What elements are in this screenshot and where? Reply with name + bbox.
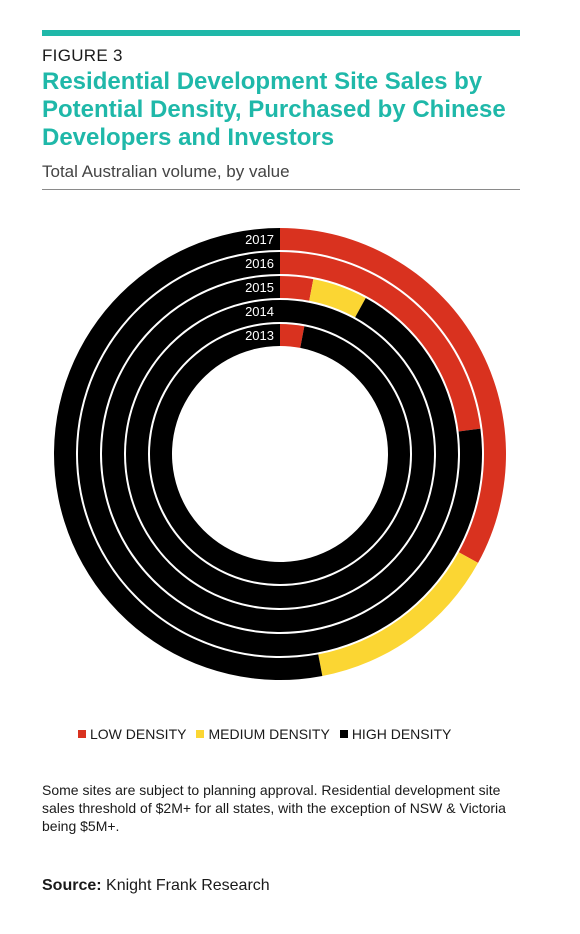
ring-2017-segment-medium bbox=[318, 552, 479, 676]
legend-item-medium: MEDIUM DENSITY bbox=[196, 726, 330, 742]
chart-title: Residential Development Site Sales by Po… bbox=[42, 68, 506, 151]
ring-2013-segment-low bbox=[280, 324, 305, 348]
ring-label-2016: 2016 bbox=[245, 256, 274, 271]
ring-2017-segment-low bbox=[280, 228, 506, 563]
ring-2014-segment-high bbox=[126, 300, 434, 608]
ring-label-2013: 2013 bbox=[245, 328, 274, 343]
legend-label-medium: MEDIUM DENSITY bbox=[208, 726, 330, 742]
legend-swatch-medium bbox=[196, 730, 205, 738]
ring-2015-segment-low bbox=[280, 276, 314, 301]
footnote: Some sites are subject to planning appro… bbox=[42, 782, 506, 834]
legend-label-low: LOW DENSITY bbox=[90, 726, 187, 742]
ring-label-2015: 2015 bbox=[245, 280, 274, 295]
ring-2016-segment-low bbox=[280, 252, 481, 432]
subtitle-divider bbox=[42, 189, 520, 190]
legend-label-high: HIGH DENSITY bbox=[351, 726, 452, 742]
top-accent-rule bbox=[42, 30, 520, 36]
legend-swatch-low bbox=[78, 730, 86, 738]
legend-swatch-high bbox=[339, 730, 348, 738]
ring-label-2017: 2017 bbox=[245, 232, 274, 247]
source-line: Source: Knight Frank Research bbox=[42, 877, 270, 895]
ring-2015-segment-medium bbox=[309, 279, 366, 318]
chart-legend: LOW DENSITY MEDIUM DENSITY HIGH DENSITY bbox=[78, 726, 461, 742]
source-label: Source: bbox=[42, 877, 102, 894]
legend-item-low: LOW DENSITY bbox=[78, 726, 186, 742]
source-text: Knight Frank Research bbox=[106, 877, 270, 894]
figure-label: FIGURE 3 bbox=[42, 46, 123, 65]
chart-subtitle: Total Australian volume, by value bbox=[42, 162, 290, 181]
donut-chart: 2017 2016 2015 2014 2013 bbox=[54, 227, 506, 680]
ring-label-2014: 2014 bbox=[245, 304, 274, 319]
ring-2013-segment-high bbox=[149, 324, 410, 584]
legend-item-high: HIGH DENSITY bbox=[339, 726, 452, 742]
